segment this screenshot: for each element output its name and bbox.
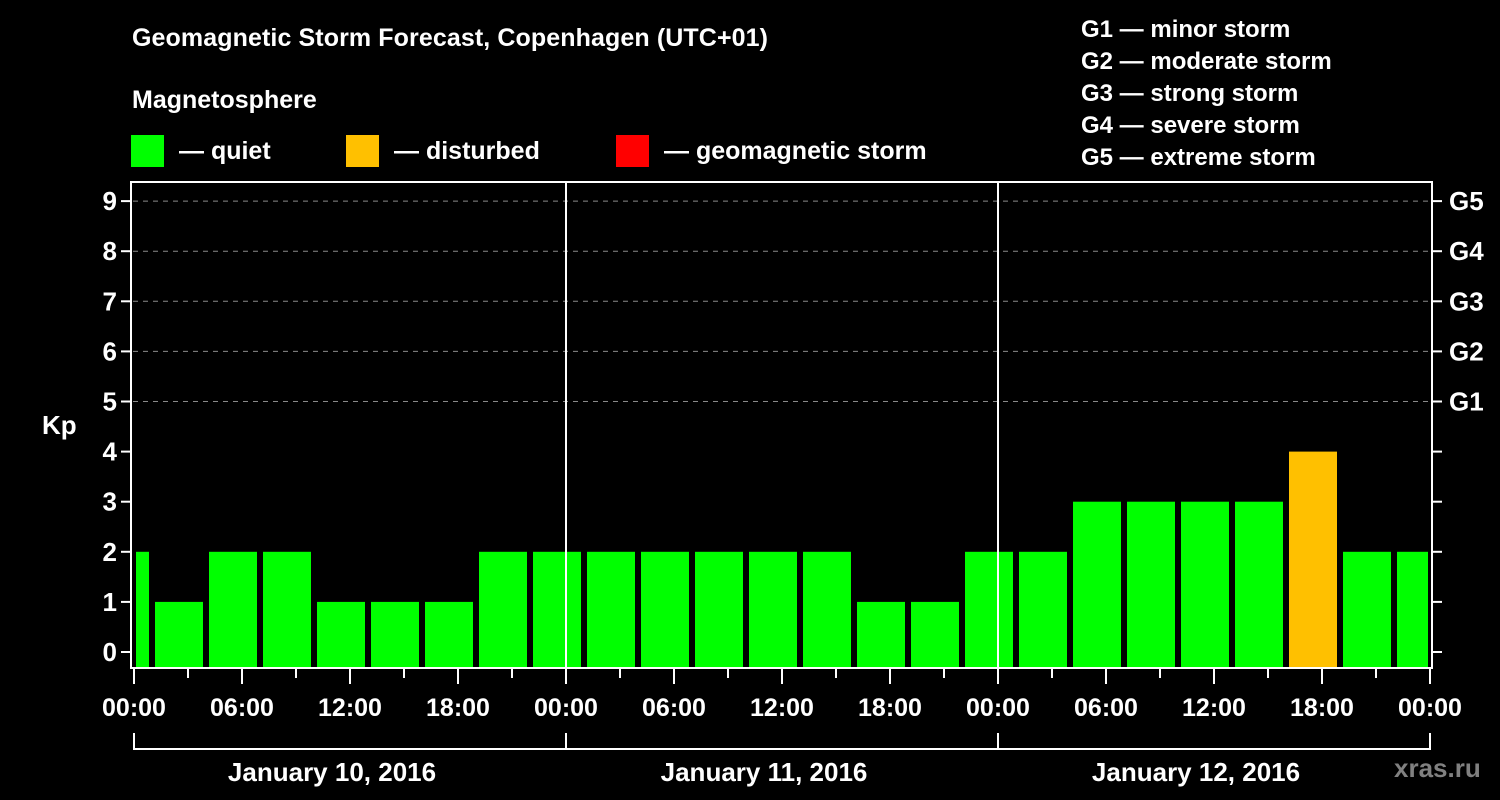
kp-bar bbox=[317, 601, 365, 667]
kp-bar bbox=[1343, 551, 1391, 667]
y-tick-label: 9 bbox=[103, 186, 117, 216]
y-tick-label: 7 bbox=[103, 286, 117, 316]
g-scale-item: G1 — minor storm bbox=[1081, 16, 1291, 43]
g-tick-label: G1 bbox=[1449, 387, 1484, 417]
y-tick-label: 0 bbox=[103, 637, 117, 667]
kp-bar bbox=[1397, 551, 1428, 667]
kp-bar bbox=[1235, 501, 1283, 667]
x-tick-label: 06:00 bbox=[1074, 694, 1138, 722]
g-scale-legend: G1 — minor storm G2 — moderate storm G3 … bbox=[1081, 14, 1332, 174]
chart-subtitle: Magnetosphere bbox=[132, 86, 317, 114]
legend-swatch-disturbed bbox=[346, 135, 379, 167]
kp-bar bbox=[587, 551, 635, 667]
kp-bar bbox=[209, 551, 257, 667]
kp-bar bbox=[749, 551, 797, 667]
g-tick-label: G3 bbox=[1449, 286, 1484, 316]
x-tick-label: 12:00 bbox=[750, 694, 814, 722]
g-scale-item: G4 — severe storm bbox=[1081, 112, 1300, 139]
kp-bar bbox=[479, 551, 527, 667]
y-tick-label: 4 bbox=[103, 437, 118, 467]
legend-label-disturbed: — disturbed bbox=[394, 136, 540, 165]
kp-bar bbox=[857, 601, 905, 667]
day-label: January 10, 2016 bbox=[228, 757, 436, 787]
legend-swatch-storm bbox=[616, 135, 649, 167]
g-scale-item: G3 — strong storm bbox=[1081, 80, 1299, 107]
kp-bar bbox=[371, 601, 419, 667]
x-tick-label: 12:00 bbox=[1182, 694, 1246, 722]
kp-bar bbox=[263, 551, 311, 667]
kp-bar bbox=[1289, 451, 1337, 667]
kp-bar bbox=[695, 551, 743, 667]
x-tick-label: 18:00 bbox=[1290, 694, 1354, 722]
legend-label-storm: — geomagnetic storm bbox=[664, 136, 927, 165]
kp-bar bbox=[1073, 501, 1121, 667]
y-tick-label: 1 bbox=[103, 587, 117, 617]
kp-bar bbox=[911, 601, 959, 667]
y-tick-label: 6 bbox=[103, 336, 117, 366]
g-scale-item: G5 — extreme storm bbox=[1081, 144, 1316, 171]
kp-bar bbox=[803, 551, 851, 667]
g-tick-label: G4 bbox=[1449, 236, 1484, 266]
x-tick-label: 18:00 bbox=[426, 694, 490, 722]
legend-item-disturbed: — disturbed bbox=[346, 134, 540, 168]
y-tick-label: 8 bbox=[103, 236, 117, 266]
y-tick-label: 2 bbox=[103, 537, 117, 567]
x-tick-label: 00:00 bbox=[1398, 694, 1462, 722]
x-tick-label: 12:00 bbox=[318, 694, 382, 722]
kp-bar bbox=[425, 601, 473, 667]
x-tick-label: 00:00 bbox=[966, 694, 1030, 722]
kp-bar bbox=[965, 551, 1013, 667]
watermark: xras.ru bbox=[1394, 753, 1481, 783]
kp-bar bbox=[1127, 501, 1175, 667]
y-tick-label: 3 bbox=[103, 487, 117, 517]
chart-title: Geomagnetic Storm Forecast, Copenhagen (… bbox=[132, 24, 769, 52]
g-scale-item: G2 — moderate storm bbox=[1081, 48, 1332, 75]
kp-bar bbox=[533, 551, 581, 667]
x-tick-label: 06:00 bbox=[210, 694, 274, 722]
day-label: January 12, 2016 bbox=[1092, 757, 1300, 787]
kp-bar bbox=[155, 601, 203, 667]
kp-bar bbox=[1019, 551, 1067, 667]
g-tick-label: G5 bbox=[1449, 186, 1484, 216]
y-tick-label: 5 bbox=[103, 387, 117, 417]
kp-bar bbox=[1181, 501, 1229, 667]
legend-item-storm: — geomagnetic storm bbox=[616, 134, 927, 168]
g-tick-label: G2 bbox=[1449, 336, 1484, 366]
kp-bar bbox=[136, 551, 149, 667]
x-tick-label: 00:00 bbox=[534, 694, 598, 722]
legend-item-quiet: — quiet bbox=[131, 134, 271, 168]
legend-swatch-quiet bbox=[131, 135, 164, 167]
y-axis-label: Kp bbox=[42, 410, 77, 440]
day-label: January 11, 2016 bbox=[661, 757, 868, 787]
kp-bar bbox=[641, 551, 689, 667]
x-tick-label: 00:00 bbox=[102, 694, 166, 722]
legend-label-quiet: — quiet bbox=[179, 136, 271, 165]
x-tick-label: 06:00 bbox=[642, 694, 706, 722]
x-tick-label: 18:00 bbox=[858, 694, 922, 722]
